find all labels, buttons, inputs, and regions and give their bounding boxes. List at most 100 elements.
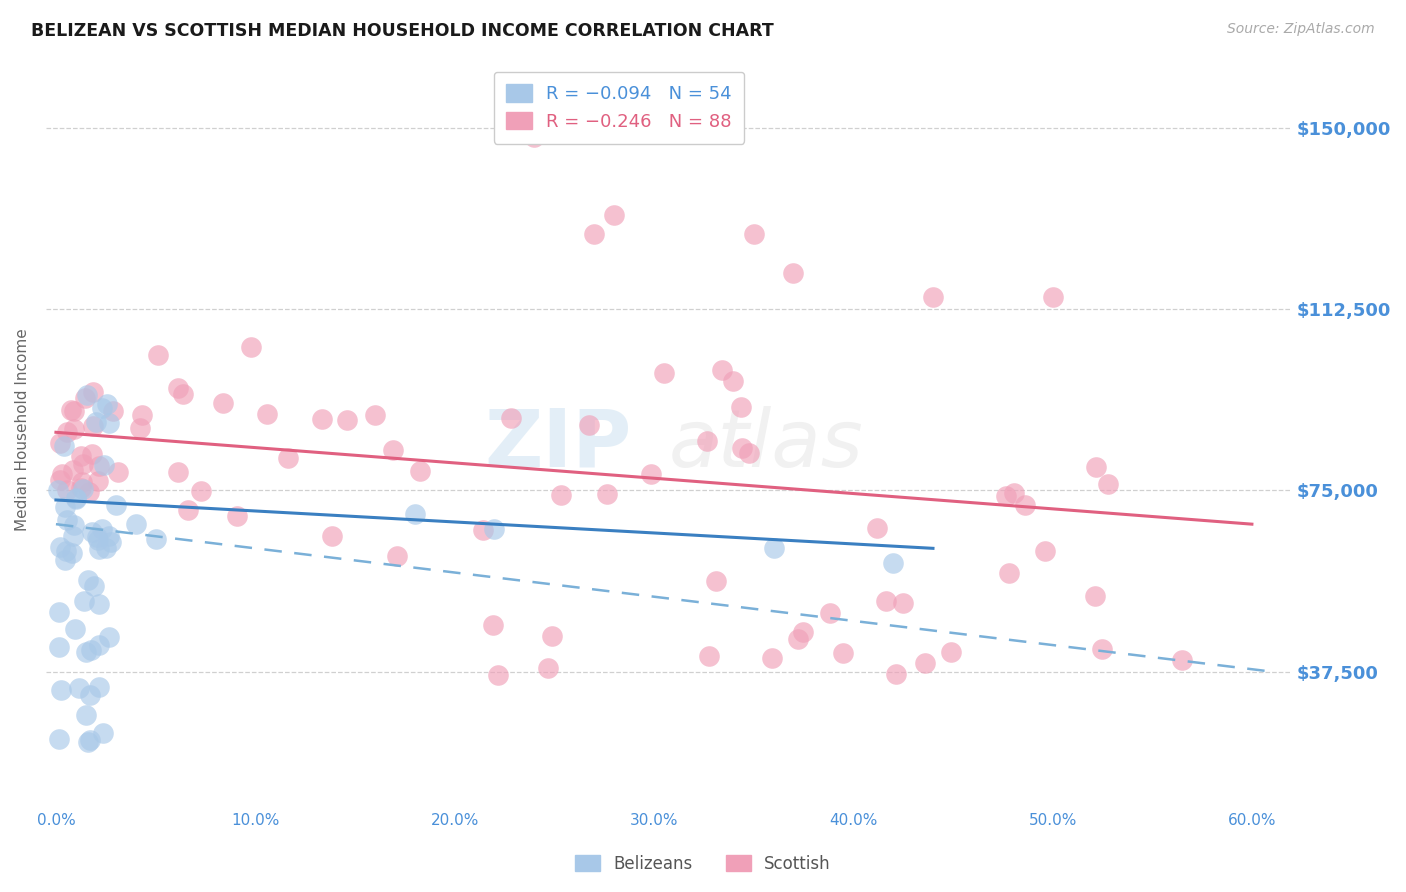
Point [49,436,72,450]
Point [550,488,572,502]
Point [73,594,96,608]
Point [385,549,408,564]
Point [63,422,86,436]
Point [97,630,120,644]
Point [128,420,150,434]
Point [190,483,212,498]
Point [499,411,522,425]
Point [55,513,77,527]
Point [79,732,101,747]
Point [537,660,560,674]
Point [404,508,426,522]
Point [1002,486,1025,500]
Point [60,402,83,417]
Point [762,541,785,556]
Point [177,503,200,517]
Point [256,407,278,421]
Point [82,419,104,434]
Text: BELIZEAN VS SCOTTISH MEDIAN HOUSEHOLD INCOME CORRELATION CHART: BELIZEAN VS SCOTTISH MEDIAN HOUSEHOLD IN… [31,22,773,40]
Point [98,529,121,543]
Point [77,735,100,749]
Point [124,517,146,532]
Point [704,574,727,589]
Point [761,651,783,665]
Point [596,487,619,501]
Point [820,606,842,620]
Point [56,425,79,439]
Point [832,646,855,660]
Point [486,667,509,681]
Point [87,474,110,488]
Point [67,681,90,695]
Point [48,640,70,654]
Point [364,408,387,422]
Point [1097,477,1119,491]
Point [91,725,114,739]
Legend: R = −0.094   N = 54, R = −0.246   N = 88: R = −0.094 N = 54, R = −0.246 N = 88 [494,71,744,144]
Point [104,498,127,512]
Point [382,442,405,457]
Point [239,341,262,355]
Point [46,483,69,498]
Point [723,374,745,388]
Point [75,645,97,659]
Point [640,467,662,481]
Point [914,657,936,671]
Y-axis label: Median Household Income: Median Household Income [15,328,30,532]
Point [696,434,718,448]
Text: ZIP: ZIP [484,406,631,483]
Point [65,492,87,507]
Point [995,489,1018,503]
Point [48,605,70,619]
Point [738,446,761,460]
Point [51,467,73,482]
Point [100,534,122,549]
Point [65,491,87,506]
Point [48,732,70,747]
Point [53,500,76,515]
Point [62,529,84,543]
Point [55,544,77,558]
Point [482,618,505,632]
Point [96,541,118,555]
Point [82,447,104,461]
Point [98,417,121,431]
Point [90,522,112,536]
Point [652,367,675,381]
Point [1170,653,1192,667]
Point [96,396,118,410]
Point [72,482,94,496]
Point [48,540,70,554]
Point [782,266,804,280]
Point [1084,459,1107,474]
Point [731,441,754,455]
Point [72,458,94,472]
Text: Source: ZipAtlas.com: Source: ZipAtlas.com [1227,22,1375,37]
Point [311,412,333,426]
Point [711,362,734,376]
Point [786,632,808,647]
Point [62,403,84,417]
Point [1033,544,1056,558]
Point [89,597,111,611]
Point [60,546,83,560]
Point [62,463,84,477]
Point [73,391,96,405]
Point [82,385,104,400]
Point [107,465,129,479]
Point [70,475,93,489]
Point [484,522,506,536]
Point [89,680,111,694]
Point [875,594,897,608]
Point [1042,290,1064,304]
Point [321,529,343,543]
Point [49,474,72,488]
Point [75,708,97,723]
Point [730,400,752,414]
Point [89,638,111,652]
Point [70,482,93,496]
Legend: Belizeans, Scottish: Belizeans, Scottish [568,848,838,880]
Point [84,415,107,429]
Point [792,624,814,639]
Point [1084,589,1107,603]
